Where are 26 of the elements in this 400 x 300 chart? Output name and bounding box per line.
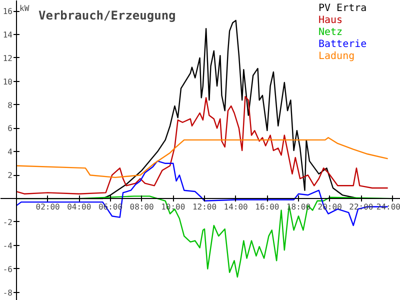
y-tick-label: 12	[2, 54, 13, 63]
y-tick-label: -6	[2, 264, 13, 274]
y-tick-label: 2	[8, 171, 13, 180]
y-tick-label: -4	[2, 241, 13, 250]
y-tick-label: -8	[2, 288, 13, 298]
text: Haus	[318, 15, 343, 26]
x-tick-label: 12:00	[192, 202, 217, 212]
text: Netz	[318, 27, 343, 38]
x-tick-label: 16:00	[255, 202, 280, 212]
y-tick-label: 10	[2, 77, 13, 86]
y-tick-label: 8	[8, 100, 13, 110]
y-tick-label: 14	[2, 30, 13, 40]
x-tick-label: 14:00	[224, 202, 248, 212]
x-tick-label: 08:00	[130, 202, 154, 212]
x-tick-label: 24:00	[376, 202, 400, 212]
y-tick-label: 16	[2, 7, 13, 16]
x-tick-label: 02:00	[36, 202, 60, 212]
text: Batterie	[318, 39, 367, 50]
x-tick-label: 04:00	[67, 202, 92, 212]
y-tick-label: 6	[8, 124, 13, 134]
text: Verbrauch/Erzeugung	[38, 8, 176, 22]
text: Ladung	[318, 51, 355, 62]
y-axis-title: kW	[20, 4, 30, 13]
y-tick-label: -2	[2, 218, 13, 227]
text: PV Ertra	[318, 3, 367, 14]
y-tick-label: 4	[8, 148, 13, 157]
